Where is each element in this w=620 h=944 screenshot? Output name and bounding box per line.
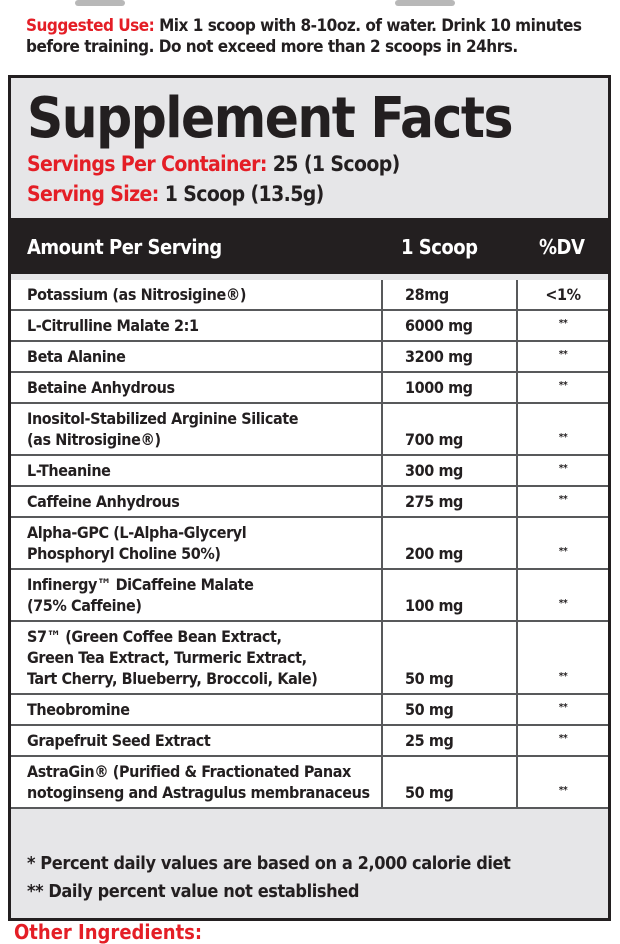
table-row: Inositol-Stabilized Arginine Silicate (a…	[11, 404, 608, 456]
ingredients-table: Potassium (as Nitrosigine®) 28mg <1% L-Citr…	[11, 280, 608, 809]
table-row: Caffeine Anhydrous 275 mg **	[11, 487, 608, 518]
ingredient-amount: 1000 mg	[383, 373, 518, 402]
ingredient-name: Caffeine Anhydrous	[11, 487, 383, 516]
ingredient-amount: 28mg	[383, 280, 518, 309]
ingredient-amount: 300 mg	[383, 456, 518, 485]
table-row: Grapefruit Seed Extract 25 mg **	[11, 726, 608, 757]
ingredient-dv: **	[558, 318, 568, 329]
ingredient-name: Beta Alanine	[11, 342, 383, 371]
decorative-graphic	[395, 0, 455, 6]
ingredient-amount: 275 mg	[383, 487, 518, 516]
header-scoop: 1 Scoop	[401, 235, 478, 259]
table-header: Amount Per Serving 1 Scoop %DV	[11, 218, 608, 274]
ingredient-dv: **	[558, 785, 568, 796]
ingredient-dv: **	[558, 349, 568, 360]
table-row: Betaine Anhydrous 1000 mg **	[11, 373, 608, 404]
suggested-use-text-2: before training. Do not exceed more than…	[26, 37, 518, 57]
table-row: Potassium (as Nitrosigine®) 28mg <1%	[11, 280, 608, 311]
suggested-use-label: Suggested Use:	[26, 16, 155, 36]
decorative-graphic	[75, 0, 125, 6]
ingredient-amount: 200 mg	[383, 518, 518, 568]
ingredient-amount: 3200 mg	[383, 342, 518, 371]
ingredient-name: Potassium (as Nitrosigine®)	[11, 280, 383, 309]
servings-label: Servings Per Container:	[27, 152, 267, 176]
panel-title: Supplement Facts	[27, 86, 513, 151]
table-row: Beta Alanine 3200 mg **	[11, 342, 608, 373]
ingredient-name: AstraGin® (Purified & Fractionated Panax…	[11, 757, 383, 807]
ingredient-name: Theobromine	[11, 695, 383, 724]
size-value: 1 Scoop (13.5g)	[158, 182, 325, 206]
header-dv: %DV	[539, 235, 585, 259]
table-row: Infinergy™ DiCaffeine Malate (75% Caffei…	[11, 570, 608, 622]
table-row: Alpha-GPC (L-Alpha-Glyceryl Phosphoryl C…	[11, 518, 608, 570]
other-ingredients-label: Other Ingredients:	[14, 920, 203, 944]
table-row: S7™ (Green Coffee Bean Extract, Green Te…	[11, 622, 608, 695]
suggested-use-text: Mix 1 scoop with 8-10oz. of water. Drink…	[154, 16, 582, 36]
size-label: Serving Size:	[27, 182, 159, 206]
ingredient-name: Inositol-Stabilized Arginine Silicate (a…	[11, 404, 383, 454]
ingredient-dv: **	[558, 702, 568, 713]
ingredient-name: S7™ (Green Coffee Bean Extract, Green Te…	[11, 622, 383, 693]
ingredient-dv: **	[558, 733, 568, 744]
table-row: Theobromine 50 mg **	[11, 695, 608, 726]
serving-size: Serving Size: 1 Scoop (13.5g)	[27, 182, 324, 206]
ingredient-amount: 100 mg	[383, 570, 518, 620]
supplement-facts-panel: Supplement Facts Servings Per Container:…	[8, 75, 611, 921]
ingredient-amount: 50 mg	[383, 622, 518, 693]
ingredient-name: L-Citrulline Malate 2:1	[11, 311, 383, 340]
ingredient-dv: **	[558, 380, 568, 391]
table-row: L-Theanine 300 mg **	[11, 456, 608, 487]
ingredient-amount: 50 mg	[383, 695, 518, 724]
ingredient-dv: **	[558, 671, 568, 682]
suggested-use: Suggested Use: Mix 1 scoop with 8-10oz. …	[26, 16, 582, 58]
ingredient-dv: **	[558, 463, 568, 474]
ingredient-name: Betaine Anhydrous	[11, 373, 383, 402]
ingredient-dv: **	[558, 546, 568, 557]
header-amount-per-serving: Amount Per Serving	[27, 235, 222, 259]
ingredient-dv: **	[558, 432, 568, 443]
servings-per-container: Servings Per Container: 25 (1 Scoop)	[27, 152, 400, 176]
ingredient-name: Alpha-GPC (L-Alpha-Glyceryl Phosphoryl C…	[11, 518, 383, 568]
table-row: L-Citrulline Malate 2:1 6000 mg **	[11, 311, 608, 342]
table-row: AstraGin® (Purified & Fractionated Panax…	[11, 757, 608, 809]
ingredient-dv: **	[558, 598, 568, 609]
ingredient-name: L-Theanine	[11, 456, 383, 485]
ingredient-dv: **	[558, 494, 568, 505]
ingredient-name: Infinergy™ DiCaffeine Malate (75% Caffei…	[11, 570, 383, 620]
ingredient-amount: 50 mg	[383, 757, 518, 807]
ingredient-amount: 6000 mg	[383, 311, 518, 340]
footnote-daily-values: * Percent daily values are based on a 2,…	[27, 853, 511, 874]
ingredient-amount: 25 mg	[383, 726, 518, 755]
footnote-not-established: ** Daily percent value not established	[27, 881, 360, 902]
footnotes: * Percent daily values are based on a 2,…	[27, 850, 511, 906]
ingredient-amount: 700 mg	[383, 404, 518, 454]
servings-value: 25 (1 Scoop)	[266, 152, 401, 176]
ingredient-name: Grapefruit Seed Extract	[11, 726, 383, 755]
ingredient-dv: <1%	[545, 285, 581, 304]
